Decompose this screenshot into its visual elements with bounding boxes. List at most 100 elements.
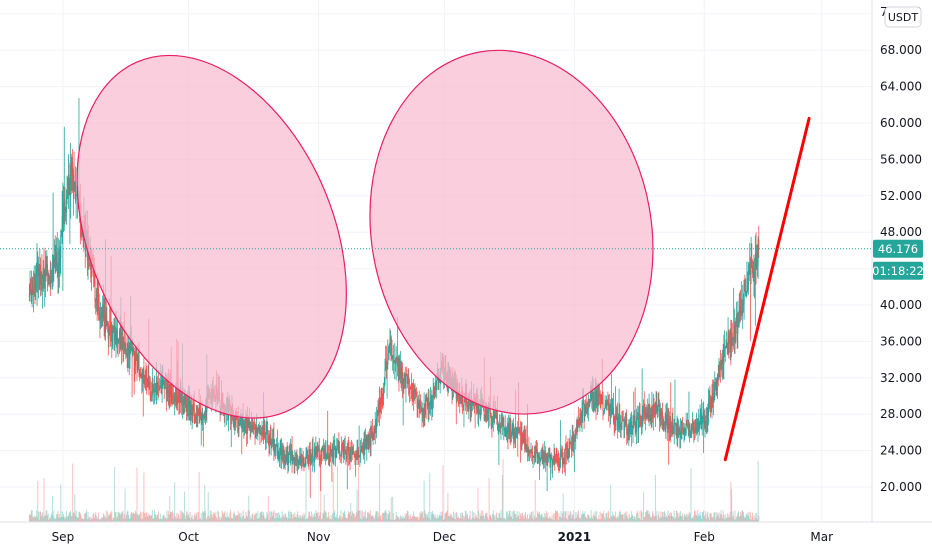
candle-body bbox=[156, 377, 158, 388]
candle-body bbox=[676, 424, 678, 438]
volume-bar bbox=[210, 514, 212, 522]
volume-bar bbox=[78, 511, 80, 522]
volume-bar bbox=[556, 511, 558, 522]
candle-body bbox=[364, 442, 366, 455]
volume-bar bbox=[406, 510, 408, 522]
volume-bar bbox=[538, 511, 540, 522]
candle-body bbox=[735, 321, 737, 342]
trend-line-drawing[interactable] bbox=[723, 116, 811, 462]
volume-bar bbox=[701, 511, 703, 522]
candle-body bbox=[333, 449, 335, 457]
x-tick-label: Dec bbox=[433, 530, 456, 544]
candle-body bbox=[605, 403, 607, 408]
volume-bar bbox=[480, 510, 482, 522]
candle-body bbox=[726, 342, 728, 354]
volume-bar bbox=[49, 518, 51, 522]
candle-body bbox=[42, 267, 44, 277]
volume-bar bbox=[183, 491, 185, 522]
volume-bar bbox=[615, 518, 617, 522]
candle-body bbox=[706, 420, 708, 422]
candle-body bbox=[325, 458, 327, 460]
volume-bar bbox=[520, 513, 522, 522]
candle-body bbox=[737, 312, 739, 334]
volume-bar bbox=[712, 517, 714, 522]
y-tick-label: 28.000 bbox=[880, 407, 922, 421]
volume-bar bbox=[62, 516, 64, 522]
volume-bar bbox=[157, 514, 159, 522]
volume-bar bbox=[551, 515, 553, 522]
candle-body bbox=[241, 416, 243, 429]
candle-body bbox=[575, 430, 577, 438]
price-axis[interactable]: 20.00024.00028.00032.00036.00040.00044.0… bbox=[871, 0, 932, 522]
time-axis[interactable]: Sep Oct Nov Dec 2021 Feb Mar bbox=[0, 521, 932, 550]
candle-body bbox=[520, 432, 522, 434]
candle-body bbox=[672, 419, 674, 427]
candle-body bbox=[754, 253, 756, 271]
volume-bar bbox=[630, 516, 632, 522]
chart-drawings[interactable] bbox=[25, 14, 811, 462]
candle-body bbox=[343, 448, 345, 455]
volume-bar bbox=[151, 515, 153, 522]
candle-body bbox=[291, 454, 293, 465]
volume-bar bbox=[32, 516, 34, 522]
candle-body bbox=[67, 173, 69, 190]
candle-body bbox=[109, 325, 111, 332]
currency-badge[interactable]: USDT bbox=[884, 6, 922, 28]
candle-body bbox=[120, 331, 122, 335]
candle-body bbox=[625, 418, 627, 426]
volume-bar bbox=[436, 514, 438, 522]
candle-body bbox=[167, 380, 169, 397]
volume-bar bbox=[321, 518, 323, 522]
candle-body bbox=[624, 421, 626, 426]
volume-bar bbox=[177, 513, 179, 522]
candle-body bbox=[363, 443, 365, 455]
ellipse-drawing-2[interactable] bbox=[342, 28, 681, 437]
volume-bar bbox=[359, 510, 361, 522]
candle-body bbox=[600, 398, 602, 404]
candle-body bbox=[289, 454, 291, 456]
candle-body bbox=[674, 423, 676, 425]
volume-bar bbox=[601, 513, 603, 522]
volume-bar bbox=[445, 512, 447, 522]
volume-bar bbox=[93, 518, 95, 522]
volume-bar bbox=[315, 510, 317, 522]
candle-body bbox=[63, 202, 65, 225]
candle-body bbox=[490, 412, 491, 417]
volume-bar bbox=[406, 513, 408, 522]
candle-body bbox=[542, 451, 544, 459]
volume-bar bbox=[35, 517, 37, 522]
volume-bar bbox=[154, 514, 156, 522]
volume-bar bbox=[446, 510, 448, 522]
candle-body bbox=[485, 405, 487, 415]
candle-body bbox=[31, 289, 33, 302]
candle-body bbox=[278, 454, 280, 456]
candle-body bbox=[248, 420, 250, 427]
volume-bar bbox=[558, 513, 560, 522]
volume-bar bbox=[682, 513, 684, 522]
candle-body bbox=[485, 405, 487, 417]
volume-bar bbox=[633, 516, 635, 522]
candle-body bbox=[153, 392, 155, 394]
candle-body bbox=[728, 341, 730, 344]
candle-body bbox=[733, 336, 735, 339]
volume-bar bbox=[350, 502, 352, 522]
candle-body bbox=[603, 408, 605, 412]
candle-body bbox=[468, 405, 470, 409]
candle-body bbox=[466, 392, 468, 408]
candle-body bbox=[728, 333, 730, 342]
candle-body bbox=[147, 378, 149, 387]
candle-body bbox=[430, 399, 432, 402]
candle-body bbox=[508, 422, 510, 433]
volume-bar bbox=[140, 518, 142, 522]
volume-bar bbox=[420, 511, 422, 522]
ellipse-drawing-1[interactable] bbox=[25, 14, 398, 459]
volume-bar bbox=[232, 513, 234, 522]
volume-bar bbox=[594, 511, 596, 522]
candle-body bbox=[158, 386, 160, 388]
candle-body bbox=[668, 423, 670, 429]
volume-bar bbox=[415, 517, 417, 522]
candle-body bbox=[237, 420, 239, 431]
candle-body bbox=[394, 360, 396, 365]
candle-body bbox=[514, 430, 516, 439]
